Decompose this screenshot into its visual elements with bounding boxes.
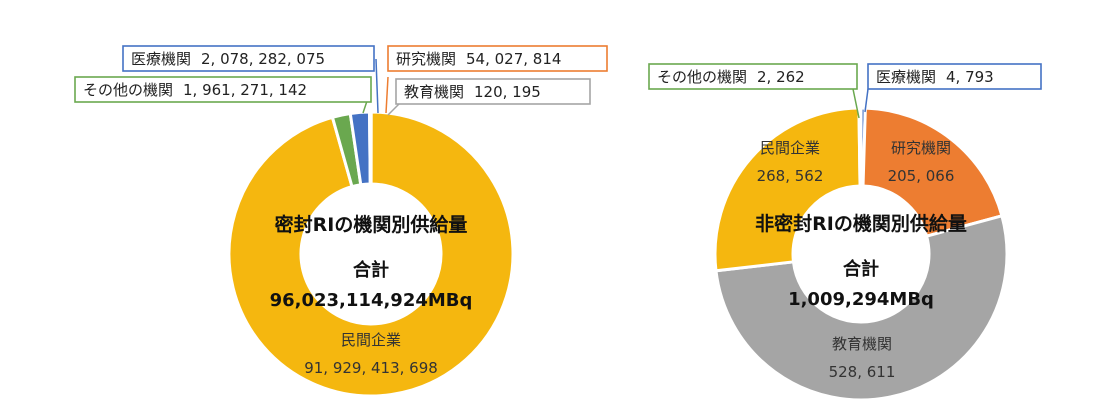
sealed-ri-donut: 民間企業 91, 929, 413, 698 その他の機関 1, 961, 271, … — [74, 45, 608, 398]
slice-label-value: 91, 929, 413, 698 — [304, 359, 438, 377]
slice-label-name: 民間企業 — [341, 331, 401, 349]
chart-title: 非密封RIの機関別供給量 — [755, 212, 967, 235]
leader-line — [864, 88, 869, 113]
slice-label-name: 研究機関 — [891, 139, 951, 157]
slice-other-institution — [857, 106, 863, 188]
slice-label-name: 民間企業 — [760, 139, 820, 157]
callout-box — [648, 63, 858, 90]
slice-educational-institution — [714, 214, 1009, 402]
slice-private-company — [227, 110, 515, 398]
callout-box — [122, 45, 375, 72]
callout-label-other-institution: その他の機関 2, 262 — [657, 68, 805, 86]
callout-label-other-institution: その他の機関 1, 961, 271, 142 — [83, 81, 307, 99]
slice-educational-institution — [368, 110, 373, 186]
total-label: 合計 — [353, 259, 389, 281]
callout-box — [395, 78, 591, 105]
chart-title: 密封RIの機関別供給量 — [275, 213, 468, 236]
slice-label-value: 268, 562 — [757, 167, 824, 185]
leader-line — [385, 76, 389, 114]
slice-label-value: 528, 611 — [829, 363, 896, 381]
slice-label-name: 教育機関 — [832, 335, 892, 353]
slice-research-institution — [861, 106, 1004, 239]
callout-box — [867, 63, 1042, 90]
slice-private-company — [713, 106, 862, 273]
total-label: 合計 — [843, 258, 879, 280]
callout-label-medical-institution: 医療機関 4, 793 — [876, 68, 994, 86]
total-value: 1,009,294MBq — [788, 289, 934, 310]
leader-line — [375, 58, 379, 114]
callout-box — [74, 76, 372, 103]
total-value: 96,023,114,924MBq — [270, 290, 473, 311]
slice-label-value: 205, 066 — [888, 167, 955, 185]
callout-label-research-institution: 研究機関 54, 027, 814 — [396, 50, 561, 68]
leader-line — [852, 88, 860, 119]
callout-label-educational-institution: 教育機関 120, 195 — [404, 83, 541, 101]
callout-box — [387, 45, 608, 72]
leader-line — [387, 103, 400, 116]
callout-label-medical-institution: 医療機関 2, 078, 282, 075 — [131, 50, 325, 68]
unsealed-ri-donut: 研究機関 205, 066 教育機関 528, 611 民間企業 268, 562 医療機関… — [648, 63, 1042, 402]
